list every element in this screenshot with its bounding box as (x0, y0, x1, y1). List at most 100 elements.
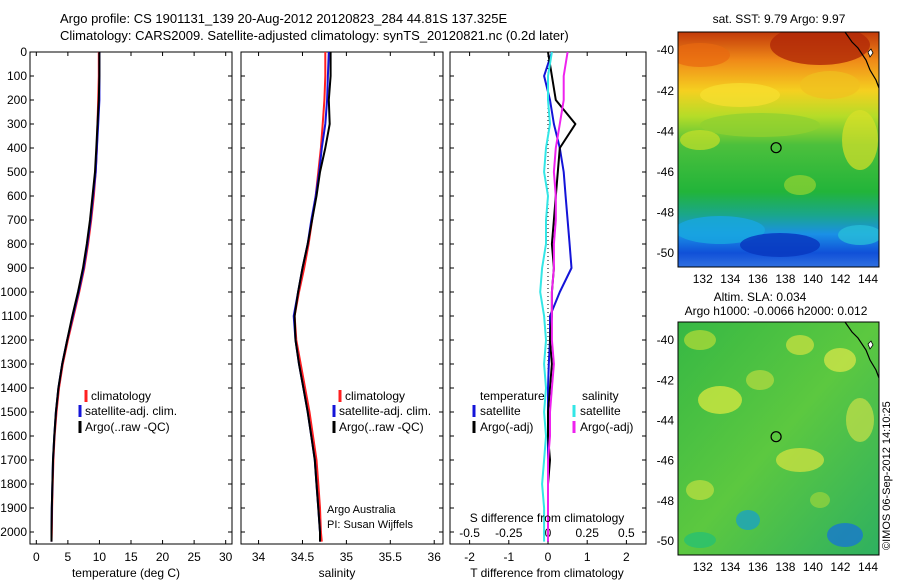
s-diff-tick-label: -0.5 (459, 526, 480, 540)
y-tick-label: 1900 (0, 501, 27, 515)
y-tick-label: 900 (7, 261, 27, 275)
salinity-xlabel: salinity (319, 566, 356, 580)
argo-height-title: Argo h1000: -0.0066 h2000: 0.012 (685, 304, 868, 318)
sla-map-frame (677, 321, 880, 556)
x-tick-label: 30 (219, 550, 233, 564)
argo-float-marker (770, 431, 782, 443)
s-diff-tick-label: -0.25 (495, 526, 523, 540)
series-line-satellite (539, 51, 553, 542)
legend-header-salinity: salinity (582, 389, 619, 403)
difference-legend: temperature salinity satellite Argo(-adj… (472, 389, 633, 434)
figure-title-line1: Argo profile: CS 1901131_139 20-Aug-2012… (60, 11, 508, 26)
legend-label-argo: Argo(..raw -QC) (339, 420, 424, 434)
sla-map (678, 322, 879, 555)
x-tick-label: 34.5 (291, 550, 315, 564)
x-tick-label: 0 (33, 550, 40, 564)
sst-map-title: sat. SST: 9.79 Argo: 9.97 (713, 12, 846, 26)
map-x-tick-label: 140 (803, 560, 823, 574)
series-line-argo-raw-qc- (50, 52, 101, 542)
series-line-argo-raw-qc- (293, 52, 332, 542)
coastline (844, 322, 879, 379)
temperature-legend: climatology satellite-adj. clim. Argo(..… (78, 389, 177, 434)
map-y-tick-label: -48 (657, 494, 675, 508)
x-tick-label: 15 (124, 550, 138, 564)
map-y-tick-label: -44 (657, 124, 675, 138)
y-tick-label: 100 (7, 69, 27, 83)
island (867, 48, 874, 58)
legend-label-argo: Argo(..raw -QC) (85, 420, 170, 434)
s-diff-tick-label: 0.5 (618, 526, 635, 540)
map-x-tick-label: 142 (830, 560, 850, 574)
x-tick-label: 34 (252, 550, 266, 564)
x-tick-label: -1 (503, 550, 514, 564)
x-tick-label: 36 (428, 550, 442, 564)
y-tick-label: 2000 (0, 525, 27, 539)
series-line-argo-adj- (547, 51, 569, 542)
y-tick-label: 300 (7, 117, 27, 131)
map-y-tick-label: -50 (657, 246, 675, 260)
map-y-tick-label: -42 (657, 84, 675, 98)
y-tick-label: 1200 (0, 333, 27, 347)
map-x-tick-label: 132 (693, 272, 713, 286)
argo-float-marker (770, 142, 782, 154)
y-tick-label: 1700 (0, 453, 27, 467)
y-tick-label: 1300 (0, 357, 27, 371)
y-tick-label: 700 (7, 213, 27, 227)
legend-label-satellite-adj: satellite-adj. clim. (85, 404, 177, 418)
x-tick-label: -2 (464, 550, 475, 564)
map-y-tick-label: -46 (657, 454, 675, 468)
y-tick-label: 400 (7, 141, 27, 155)
map-x-tick-label: 132 (693, 560, 713, 574)
imos-credit: ©IMOS 06-Sep-2012 14:10:25 (881, 401, 893, 550)
map-y-tick-label: -50 (657, 534, 675, 548)
map-y-tick-label: -48 (657, 205, 675, 219)
map-x-tick-label: 144 (858, 560, 878, 574)
legend-header-temperature: temperature (480, 389, 545, 403)
y-tick-label: 600 (7, 189, 27, 203)
map-y-tick-label: -42 (657, 373, 675, 387)
map-x-tick-label: 138 (775, 560, 795, 574)
y-tick-label: 1400 (0, 381, 27, 395)
x-tick-label: 25 (187, 550, 201, 564)
map-x-tick-label: 136 (748, 272, 768, 286)
y-tick-label: 800 (7, 237, 27, 251)
y-tick-label: 1000 (0, 285, 27, 299)
s-difference-xlabel: S difference from climatology (470, 511, 625, 525)
y-tick-label: 1600 (0, 429, 27, 443)
map-x-tick-label: 144 (858, 272, 878, 286)
y-tick-label: 500 (7, 165, 27, 179)
legend-label-climatology: climatology (91, 389, 151, 403)
credit-line2: PI: Susan Wijffels (327, 519, 413, 531)
x-tick-label: 10 (93, 550, 107, 564)
legend-label-temp-argo: Argo(-adj) (480, 420, 533, 434)
map-x-tick-label: 134 (720, 560, 740, 574)
x-tick-label: 0 (545, 550, 552, 564)
t-difference-xlabel: T difference from climatology (470, 566, 624, 580)
x-tick-label: 35 (340, 550, 354, 564)
map-y-tick-label: -44 (657, 413, 675, 427)
credit-line1: Argo Australia (327, 504, 396, 516)
map-x-tick-label: 134 (720, 272, 740, 286)
series-layer (50, 51, 577, 542)
map-x-tick-label: 136 (748, 560, 768, 574)
y-tick-label: 0 (20, 45, 27, 59)
y-tick-label: 200 (7, 93, 27, 107)
y-tick-label: 1100 (1, 309, 27, 323)
map-y-tick-label: -46 (657, 165, 675, 179)
coastline (844, 32, 879, 89)
map-x-tick-label: 140 (803, 272, 823, 286)
y-tick-label: 1500 (0, 405, 27, 419)
legend-label-sal-argo: Argo(-adj) (580, 420, 633, 434)
x-tick-label: 20 (156, 550, 170, 564)
x-tick-label: 5 (65, 550, 72, 564)
legend-label-sal-satellite: satellite (580, 404, 621, 418)
temperature-xlabel: temperature (deg C) (72, 566, 180, 580)
x-tick-label: 35.5 (379, 550, 403, 564)
legend-label-climatology: climatology (345, 389, 405, 403)
legend-label-temp-satellite: satellite (480, 404, 521, 418)
salinity-legend: climatology satellite-adj. clim. Argo(..… (332, 389, 431, 434)
map-y-tick-label: -40 (657, 333, 675, 347)
island (867, 340, 874, 350)
salinity-panel-frame (240, 51, 444, 545)
